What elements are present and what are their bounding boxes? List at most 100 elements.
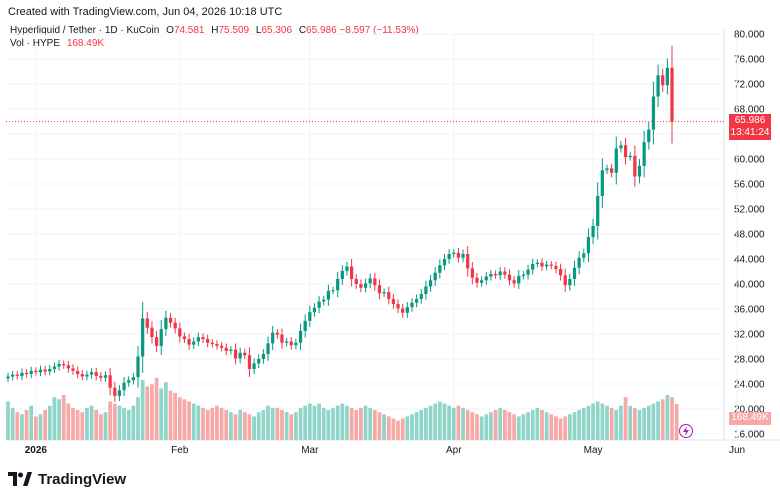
volume-bar	[349, 407, 354, 440]
volume-bar	[15, 412, 20, 440]
candle-body	[38, 369, 43, 373]
low-label: L	[255, 25, 262, 36]
y-tick-label: 24.000	[734, 380, 765, 391]
candle-body	[401, 308, 405, 313]
y-tick-label: 44.000	[734, 255, 765, 266]
candle-body	[233, 349, 238, 359]
candle-body	[94, 372, 98, 376]
candle-body	[271, 332, 275, 344]
candle-body	[442, 259, 447, 266]
candle-body	[11, 374, 15, 377]
volume-bar	[637, 410, 642, 440]
candle-body	[113, 387, 117, 396]
ohlc-row: Hyperliquid / Tether · 1D · KuCoin O74.5…	[10, 24, 419, 37]
volume-bar	[665, 395, 670, 440]
candle-body	[526, 269, 530, 275]
candle-body	[396, 304, 400, 309]
y-tick-label: 56.000	[734, 180, 765, 191]
open-value: 74.581	[173, 25, 205, 36]
volume-bar	[563, 416, 568, 440]
candle-body	[582, 253, 586, 258]
volume-bar	[43, 410, 48, 440]
volume-bar	[572, 412, 577, 440]
volume-bar	[20, 414, 24, 440]
candle-body	[647, 129, 651, 143]
candle-body	[656, 75, 660, 97]
y-tick-label: 80.000	[734, 30, 765, 41]
volume-label[interactable]: Vol · HYPE	[10, 38, 61, 49]
candle-body	[382, 292, 386, 294]
volume-bar	[289, 414, 294, 440]
candle-body	[373, 278, 377, 286]
volume-bar	[595, 401, 600, 440]
candle-body	[108, 375, 112, 388]
volume-bar	[363, 405, 368, 440]
candle-body	[131, 377, 135, 381]
candle-body	[558, 269, 563, 276]
volume-bar	[354, 410, 359, 440]
volume-bar	[461, 407, 465, 440]
candle-body	[284, 341, 289, 343]
volume-bar	[252, 416, 256, 440]
bar-countdown: 13:41:24	[730, 127, 770, 138]
volume-bar	[10, 407, 15, 440]
volume-bar	[335, 405, 340, 440]
candle-body	[424, 286, 428, 294]
volume-bar	[80, 412, 85, 440]
candle-body	[275, 332, 279, 335]
candle-body	[117, 390, 122, 396]
candle-body	[651, 96, 656, 130]
candle-body	[479, 280, 484, 283]
volume-bar	[275, 407, 280, 440]
candle-body	[447, 254, 451, 259]
candle-body	[289, 341, 293, 346]
candle-body	[591, 225, 595, 238]
change-value: −8.597 (−11.53%)	[339, 25, 419, 36]
lightning-icon[interactable]	[679, 424, 693, 438]
volume-bar	[136, 397, 140, 440]
volume-bar	[530, 410, 535, 440]
volume-bar	[433, 403, 438, 440]
candle-body	[563, 275, 567, 286]
volume-bar	[321, 407, 326, 440]
candle-body	[247, 355, 252, 369]
volume-bar	[507, 412, 512, 440]
candle-body	[568, 279, 572, 286]
volume-bar	[150, 384, 154, 440]
y-tick-label: 52.000	[734, 205, 765, 216]
candle-body	[572, 267, 577, 279]
candle-body	[62, 364, 66, 366]
volume-bar	[456, 405, 461, 440]
volume-bar	[642, 407, 646, 440]
volume-bar	[437, 401, 442, 440]
volume-bar	[219, 407, 224, 440]
x-tick-label: May	[584, 445, 603, 456]
y-tick-label: 76.000	[734, 55, 765, 66]
candle-body	[192, 341, 196, 345]
candle-body	[368, 278, 372, 284]
candle-body	[633, 155, 637, 177]
symbol-name[interactable]: Hyperliquid / Tether · 1D · KuCoin	[10, 25, 160, 36]
candle-body	[43, 369, 47, 372]
volume-bar	[326, 410, 331, 440]
volume-bar	[75, 410, 80, 440]
candle-body	[470, 268, 474, 278]
volume-bar	[173, 392, 178, 440]
candle-body	[136, 356, 140, 378]
y-tick-label: 48.000	[734, 230, 765, 241]
volume-bar	[196, 405, 201, 440]
volume-bar	[270, 407, 275, 440]
candle-body	[219, 345, 224, 348]
brand-logo[interactable]: TradingView	[8, 466, 126, 492]
candle-body	[521, 274, 526, 276]
volume-bar	[609, 407, 614, 440]
volume-bar	[247, 414, 252, 440]
candle-body	[308, 312, 312, 321]
y-tick-label: 60.000	[734, 155, 765, 166]
volume-bar	[191, 403, 196, 440]
volume-bar	[516, 416, 521, 440]
volume-bar	[298, 407, 303, 440]
candle-body	[661, 75, 665, 86]
candle-body	[103, 375, 108, 378]
